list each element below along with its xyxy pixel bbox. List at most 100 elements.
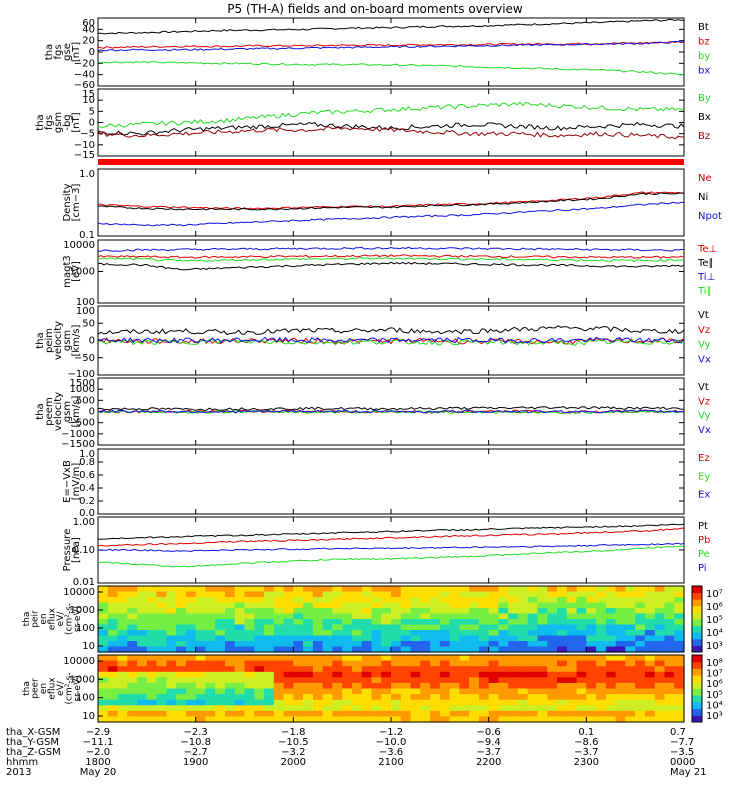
- spectrogram-cell: [654, 602, 666, 609]
- spectrogram-cell: [508, 597, 519, 604]
- spectrogram-cell: [527, 602, 539, 609]
- spectrogram-cell: [449, 635, 460, 642]
- spectrogram-cell: [381, 655, 392, 662]
- spectrogram-cell: [176, 699, 187, 706]
- spectrogram-cell: [283, 716, 294, 723]
- panel-ylabel: magt3: [62, 255, 73, 288]
- spectrogram-cell: [332, 671, 343, 678]
- spectrogram-cell: [283, 677, 294, 684]
- spectrogram-cell: [371, 710, 382, 717]
- ytick-label: −40: [74, 70, 95, 81]
- spectrogram-cell: [488, 699, 500, 706]
- spectrogram-cell: [234, 699, 246, 706]
- ytick-label: 1000: [70, 384, 95, 395]
- spectrogram-cell: [644, 619, 656, 626]
- spectrogram-cell: [410, 624, 421, 631]
- spectrogram-cell: [557, 688, 568, 695]
- spectrogram-cell: [605, 630, 617, 637]
- spectrogram-cell: [381, 671, 392, 678]
- spectrogram-cell: [449, 597, 460, 604]
- spectrogram-cell: [146, 671, 158, 678]
- spectrogram-cell: [654, 688, 666, 695]
- spectrogram-cell: [98, 710, 109, 717]
- series-line-Pt: [97, 523, 685, 540]
- spectrogram-cell: [381, 613, 392, 620]
- spectrogram-cell: [332, 613, 343, 620]
- spectrogram-cell: [137, 688, 148, 695]
- spectrogram-ylabel: eV/: [56, 680, 66, 696]
- spectrogram-cell: [342, 688, 353, 695]
- spectrogram-cell: [117, 655, 128, 662]
- ytick-label: 1500: [70, 378, 95, 389]
- spectrogram-cell: [195, 716, 207, 723]
- spectrogram-cell: [537, 688, 548, 695]
- spectrogram-cell: [244, 597, 255, 604]
- spectrogram-cell: [371, 597, 382, 604]
- spectrogram-cell: [98, 671, 109, 678]
- spectrogram-cell: [98, 613, 109, 620]
- spectrogram-cell: [400, 660, 412, 667]
- spectrogram-cell: [117, 660, 128, 667]
- spectrogram-cell: [195, 591, 207, 598]
- series-line-by: [97, 61, 684, 75]
- spectrogram-cell: [459, 671, 470, 678]
- spectrogram-cell: [273, 655, 285, 662]
- spectrogram-cell: [615, 586, 626, 593]
- spectrogram-cell: [264, 705, 275, 712]
- spectrogram-cell: [234, 613, 246, 620]
- spectrogram-cell: [439, 671, 451, 678]
- spectrogram-cell: [322, 660, 333, 667]
- legend-label-Vt: Vt: [698, 310, 709, 321]
- ytick-label: −50: [74, 353, 95, 364]
- spectrogram-cell: [342, 710, 353, 717]
- spectrogram-ytick: 10000: [63, 656, 95, 667]
- spectrogram-cell: [225, 608, 236, 615]
- spectrogram-cell: [244, 682, 255, 690]
- spectrogram-cell: [498, 666, 509, 673]
- spectrogram-cell: [185, 646, 197, 653]
- spectrogram-cell: [654, 646, 666, 653]
- spectrogram-cell: [508, 624, 519, 631]
- spectrogram-cell: [449, 613, 460, 620]
- spectrogram-cell: [615, 677, 626, 684]
- spectrogram-cell: [674, 666, 685, 673]
- spectrogram-cell: [459, 586, 470, 593]
- spectrogram-cell: [234, 635, 246, 642]
- spectrogram-cell: [234, 608, 246, 615]
- spectrogram-cell: [644, 586, 656, 593]
- spectrogram-cell: [664, 635, 675, 642]
- spectrogram-cell: [107, 586, 119, 593]
- spectrogram-cell: [459, 660, 470, 667]
- ytick-label: −20: [74, 58, 95, 69]
- spectrogram-ytick: 100: [76, 693, 95, 704]
- spectrogram-cell: [400, 646, 412, 653]
- spectrogram-cell: [518, 666, 529, 673]
- spectrogram-cell: [596, 671, 607, 678]
- spectrogram-cell: [254, 586, 265, 593]
- spectrogram-cell: [400, 677, 412, 684]
- spectrogram-cell: [605, 586, 617, 593]
- spectrogram-cell: [664, 586, 675, 593]
- spectrogram-cell: [498, 716, 509, 723]
- spectrogram-cell: [498, 705, 509, 712]
- spectrogram-cell: [566, 608, 578, 615]
- spectrogram-cell: [557, 630, 568, 637]
- spectrogram-cell: [596, 655, 607, 662]
- spectrogram-cell: [215, 602, 226, 609]
- xaxis-row-value: −1.2: [379, 727, 403, 738]
- series-line-bz: [97, 41, 685, 49]
- spectrogram-cell: [283, 635, 294, 642]
- spectrogram-cell: [478, 710, 490, 717]
- spectrogram-ytick: 100: [76, 623, 95, 634]
- spectrogram-cell: [332, 646, 343, 653]
- spectrogram-cell: [459, 591, 470, 598]
- spectrogram-ylabel: eflux: [48, 607, 58, 630]
- colorbar-label: 10⁵: [706, 690, 723, 701]
- spectrogram-cell: [137, 591, 148, 598]
- spectrogram-cell: [391, 666, 402, 673]
- panel-ylabel: tha: [35, 114, 46, 130]
- spectrogram-cell: [596, 602, 607, 609]
- spectrogram-cell: [615, 671, 626, 678]
- series-line-By: [97, 101, 685, 128]
- spectrogram-cell: [244, 666, 255, 673]
